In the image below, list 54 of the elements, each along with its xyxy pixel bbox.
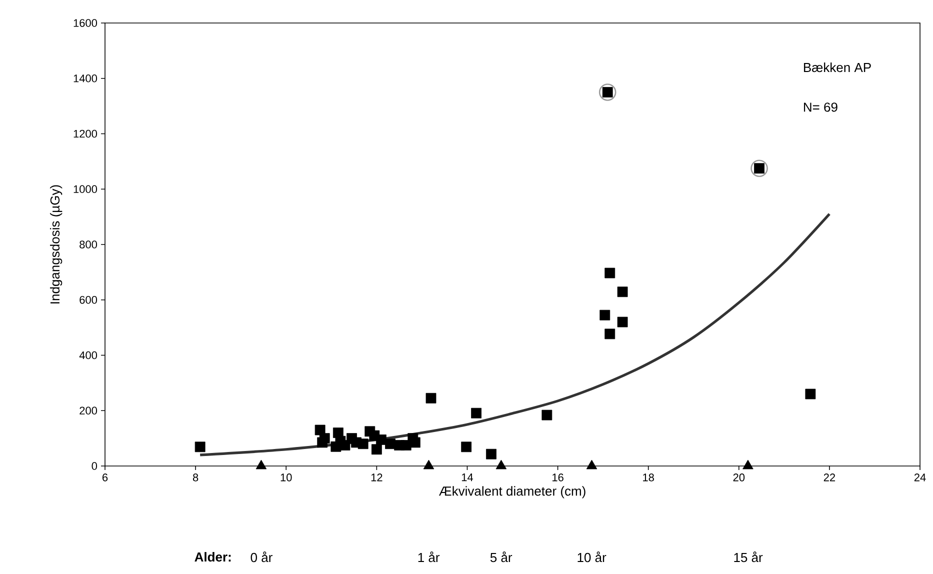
point	[617, 286, 628, 298]
y-tick-label: 600	[80, 296, 98, 304]
point	[319, 433, 330, 444]
point	[542, 410, 552, 420]
y-tick-label: 1400	[74, 74, 98, 82]
point	[358, 438, 368, 450]
point	[486, 448, 496, 460]
point	[376, 434, 386, 445]
text: Alder:	[194, 552, 231, 562]
point	[750, 160, 768, 178]
annotation: Bækken AP	[804, 62, 871, 72]
point	[598, 84, 616, 101]
x-tick-label: 6	[102, 474, 108, 482]
y-tick-label: 1600	[74, 19, 98, 27]
y-tick-label: 400	[79, 351, 98, 360]
point	[496, 460, 507, 470]
line-series	[198, 212, 831, 456]
text: 5 år	[490, 552, 512, 562]
point	[194, 442, 206, 452]
x-tick-label: 22	[824, 474, 836, 482]
x-tick-label: 8	[192, 474, 198, 482]
point	[426, 392, 436, 404]
x-tick-label: 20	[733, 474, 745, 482]
text: 10 år	[578, 552, 606, 562]
point	[471, 408, 482, 418]
x-axis-title: Ækvivalent diameter (cm)	[438, 486, 586, 498]
point	[604, 328, 616, 340]
y-axis-title: Indgangsdosis (µGy)	[50, 185, 62, 304]
y-tick-label: 0	[92, 462, 98, 470]
y-tick-label: 1000	[74, 185, 98, 194]
x-tick-label: 14	[462, 474, 474, 482]
y-tick-label: 200	[80, 406, 98, 415]
x-tick-label: 10	[280, 474, 292, 482]
text: 1 år	[418, 552, 440, 562]
y-tick-label: 800	[80, 240, 98, 248]
point	[410, 437, 420, 448]
x-tick-label: 12	[371, 474, 382, 482]
point	[742, 460, 754, 470]
annotation: N= 69	[804, 102, 838, 112]
point	[461, 442, 472, 452]
y-tick-label: 1200	[74, 130, 98, 138]
point	[423, 460, 434, 470]
x-tick-label: 16	[552, 474, 564, 482]
point	[371, 444, 382, 455]
x-tick-label: 18	[643, 474, 654, 482]
x-tick-label: 24	[914, 474, 926, 482]
point	[805, 388, 816, 400]
point	[256, 460, 267, 470]
point	[586, 460, 598, 470]
text: 0 år	[250, 552, 272, 562]
point	[617, 316, 628, 328]
point	[600, 310, 610, 320]
text: 15 år	[734, 552, 763, 562]
point	[604, 268, 616, 278]
